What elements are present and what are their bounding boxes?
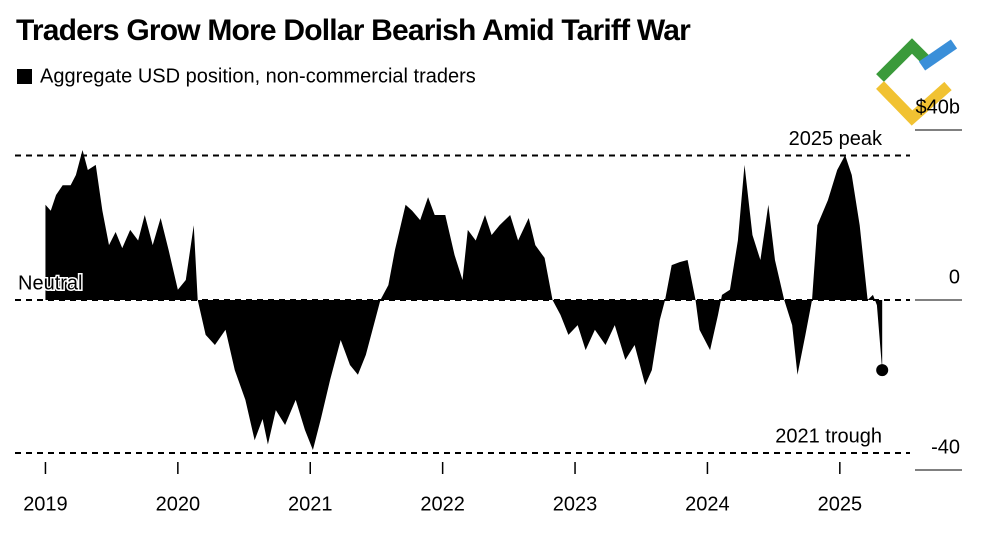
y-tick-label: -40 xyxy=(931,436,960,458)
x-tick-label: 2024 xyxy=(685,493,730,515)
y-tick-label: $40b xyxy=(916,96,961,118)
annotation: Neutral xyxy=(18,272,82,294)
x-tick-label: 2025 xyxy=(818,493,863,515)
legend-label: Aggregate USD position, non-commercial t… xyxy=(40,65,476,87)
x-tick-label: 2021 xyxy=(288,493,333,515)
annotation: 2025 peak xyxy=(789,128,883,150)
chart-title: Traders Grow More Dollar Bearish Amid Ta… xyxy=(16,14,691,47)
end-dot xyxy=(876,364,889,377)
x-tick-label: 2022 xyxy=(420,493,465,515)
y-tick-label: 0 xyxy=(949,266,960,288)
x-tick-label: 2023 xyxy=(553,493,598,515)
area xyxy=(45,149,883,451)
x-tick-label: 2019 xyxy=(23,493,68,515)
annotation: 2021 trough xyxy=(775,425,882,447)
x-tick-label: 2020 xyxy=(156,493,201,515)
legend-swatch xyxy=(17,69,32,84)
logo xyxy=(876,38,958,126)
